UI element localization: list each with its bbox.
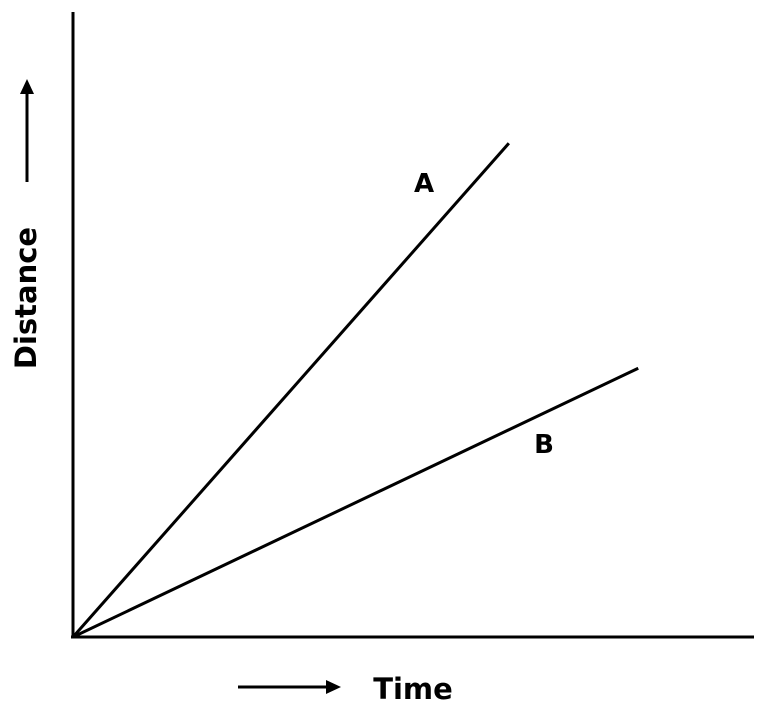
y-axis-arrow-head xyxy=(20,79,34,94)
y-axis-title-group: Distance xyxy=(9,79,43,369)
series-label-b: B xyxy=(534,430,554,460)
series-line-b xyxy=(72,366,639,639)
x-axis-label: Time xyxy=(373,672,453,706)
series-label-a: A xyxy=(414,169,434,199)
series-line-a xyxy=(71,142,510,638)
x-axis-arrow-head xyxy=(326,680,341,694)
x-axis-title-group: Time xyxy=(238,672,453,706)
y-axis-label: Distance xyxy=(9,227,43,369)
